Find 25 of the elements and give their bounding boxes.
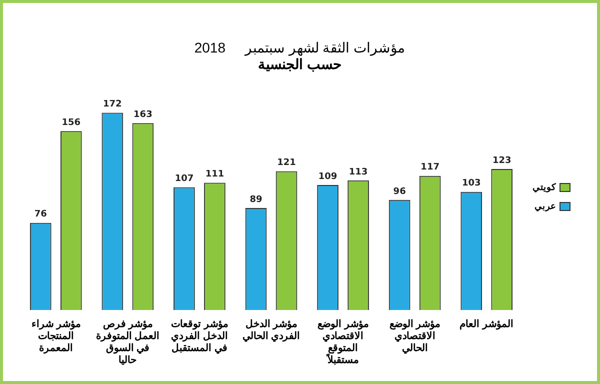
data-label: 111: [205, 170, 224, 180]
data-label: 96: [393, 186, 406, 197]
data-label: 109: [318, 172, 338, 182]
data-label: 117: [420, 162, 440, 173]
data-label: 163: [134, 110, 152, 120]
chart-title: مؤشرات الثقة لشهر سبتمبر 2018: [194, 39, 406, 56]
x-tick-label: مؤشر الدخل الفردي الحالي: [242, 318, 300, 342]
data-label: 107: [174, 174, 194, 184]
chart-subtitle: حسب الجنسية: [258, 56, 342, 72]
data-label: 123: [492, 156, 512, 166]
data-label: 76: [34, 210, 47, 220]
x-tick-label: مؤشر شراء المنتجات المعمرة: [32, 318, 80, 354]
x-tick-label: مؤشر توقعات الدخل الفردي في المستقبل: [171, 318, 228, 354]
x-tick-label: مؤشر الوضع الاقتصادي الحالي: [389, 318, 440, 354]
data-label: 103: [462, 178, 481, 189]
data-label: 121: [277, 158, 296, 168]
x-tick-label: مؤشر الوضع الاقتصادي المتوقع مستقبلاً: [318, 318, 368, 366]
data-label: 89: [250, 194, 262, 205]
legend-label: عربي: [534, 200, 556, 212]
data-label: 113: [348, 167, 368, 178]
data-label: 172: [103, 100, 122, 110]
x-tick-label: مؤشر فرص العمل المتوفرة في السوق حاليا: [96, 318, 160, 366]
data-label: 156: [62, 118, 81, 128]
legend-label: كويتي: [532, 182, 556, 193]
x-tick-label: المؤشر العام: [460, 318, 514, 330]
